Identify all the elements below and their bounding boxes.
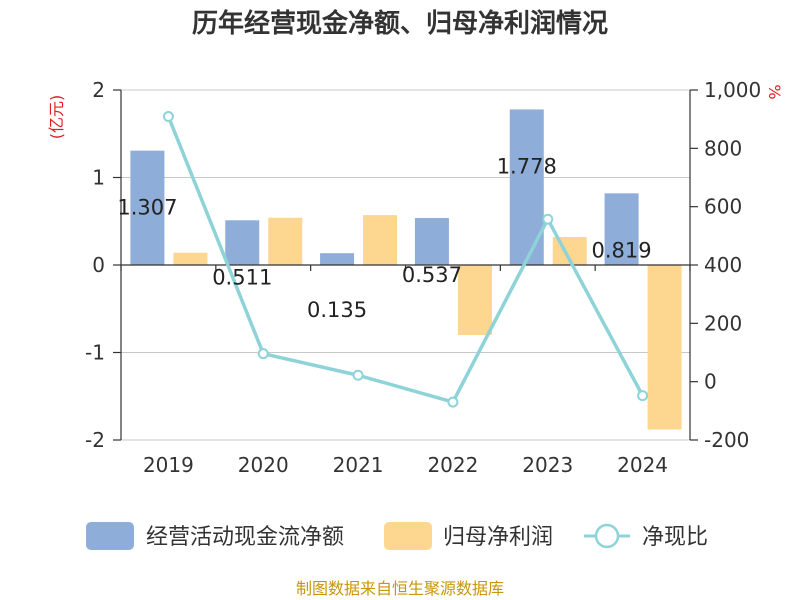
ratio-point [447, 396, 459, 408]
x-tick-label: 2024 [617, 453, 668, 477]
left-tick-label: 1 [92, 166, 105, 190]
left-axis-unit: (亿元) [47, 95, 66, 140]
bar-net-profit [647, 265, 682, 430]
legend[interactable]: 经营活动现金流净额 归母净利润 净现比 [86, 522, 708, 550]
legend-label-cash-flow: 经营活动现金流净额 [146, 525, 344, 550]
x-tick-label: 2020 [238, 453, 289, 477]
x-tick-label: 2022 [427, 453, 478, 477]
ratio-point [637, 390, 649, 402]
bar-cash-flow [320, 253, 355, 265]
left-tick-label: 0 [92, 253, 105, 277]
data-label-cash-flow: 0.511 [212, 265, 272, 289]
bar-net-profit [363, 215, 398, 265]
bar-cash-flow [130, 150, 165, 265]
right-tick-label: 1,000 [704, 78, 761, 102]
x-tick-label: 2021 [333, 453, 384, 477]
bar-cash-flow [509, 109, 544, 265]
right-axis-unit: % [765, 84, 784, 99]
legend-label-ratio: 净现比 [642, 525, 708, 550]
ratio-point [542, 213, 554, 225]
x-tick-label: 2023 [522, 453, 573, 477]
chart-title: 历年经营现金净额、归母净利润情况 [192, 8, 608, 39]
ratio-series-line [166, 115, 645, 404]
ratio-point [257, 348, 269, 360]
legend-swatch-cash-flow [86, 522, 134, 550]
x-tick-label: 2019 [143, 453, 194, 477]
ratio-line [162, 111, 649, 408]
source-note: 制图数据来自恒生聚源数据库 [296, 579, 504, 598]
left-tick-label: -1 [85, 341, 105, 365]
bar-net-profit [268, 217, 303, 265]
right-tick-label: 200 [704, 311, 742, 335]
right-tick-label: 800 [704, 136, 742, 160]
bar-net-profit [173, 252, 208, 265]
bars [130, 109, 682, 430]
left-tick-label: 2 [92, 78, 105, 102]
right-tick-label: 400 [704, 253, 742, 277]
ratio-point [352, 369, 364, 381]
data-label-cash-flow: 0.135 [307, 298, 367, 322]
bar-cash-flow [604, 193, 639, 265]
bar-cash-flow [414, 218, 449, 265]
right-tick-label: 0 [704, 370, 717, 394]
left-tick-label: -2 [85, 428, 105, 452]
ratio-point [162, 111, 174, 123]
data-labels: 1.307 0.511 0.135 0.537 1.778 0.819 [117, 154, 651, 322]
bar-cash-flow [225, 220, 260, 265]
legend-label-net-profit: 归母净利润 [443, 525, 553, 550]
right-tick-label: -200 [704, 428, 749, 452]
legend-swatch-ratio-marker [594, 523, 620, 549]
data-label-cash-flow: 1.778 [497, 154, 557, 178]
legend-swatch-net-profit [384, 522, 432, 550]
data-label-cash-flow: 1.307 [117, 196, 177, 220]
data-label-cash-flow: 0.819 [592, 238, 652, 262]
bar-net-profit [457, 265, 492, 335]
axes: -2 -1 0 1 2 -200 0 200 400 600 800 1,000 2019 2020 202… [85, 78, 761, 477]
data-label-cash-flow: 0.537 [402, 263, 462, 287]
right-tick-label: 600 [704, 195, 742, 219]
